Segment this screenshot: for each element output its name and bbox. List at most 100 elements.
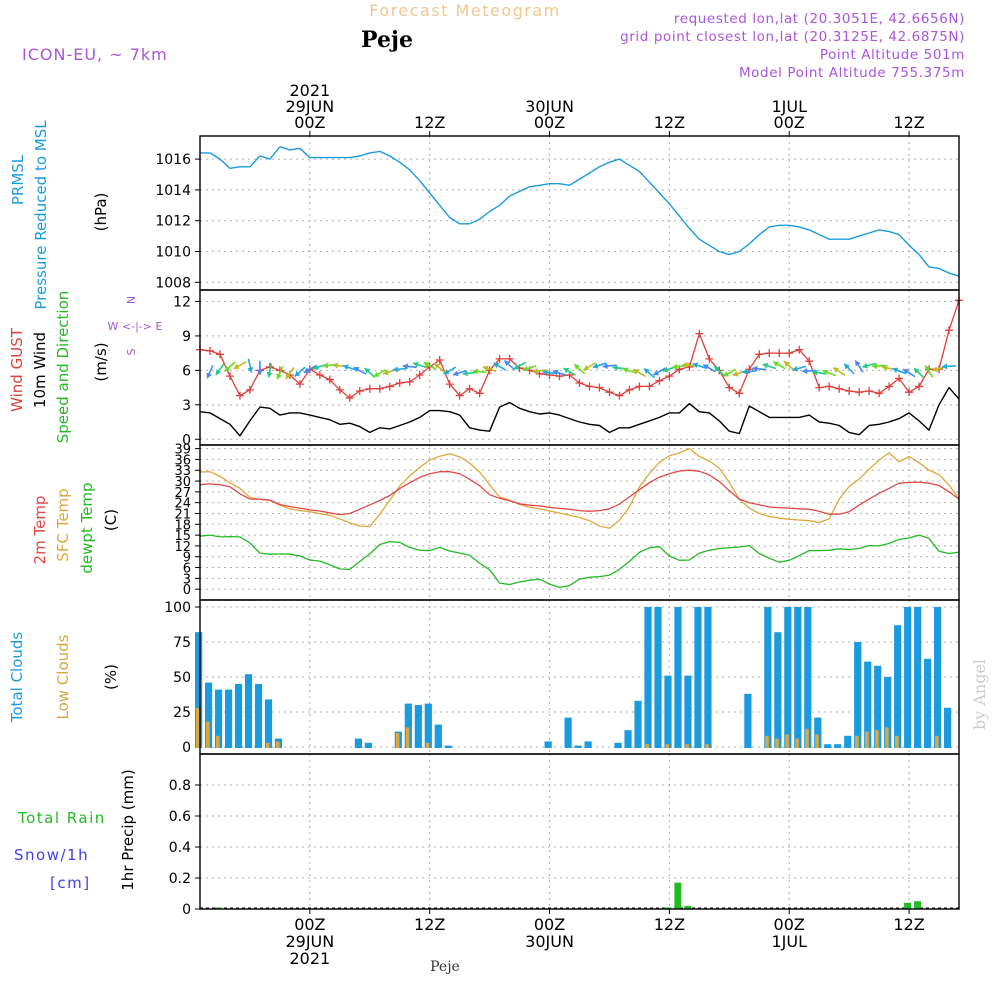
clouds-ytick-label: 0 [182,740,191,756]
time-label-top: 2021 [289,81,330,100]
total-cloud-bar [694,607,702,748]
wind-arrow-head [423,362,430,368]
wind-arrow-head [692,362,699,369]
wind-arrow-head [413,361,419,368]
wind-direction-arrow [256,360,263,375]
wind-arrow-head [343,364,349,371]
wind-arrow-head [723,371,730,377]
gust-marker [505,354,514,363]
wind-arrow-head [552,369,559,376]
clouds-ytick-label: 25 [173,705,191,721]
total-cloud-bar [195,632,203,748]
wind-arrow-head [732,370,739,377]
wind-arrow-head [882,364,888,371]
time-label-top: 00Z [294,113,325,132]
wind-arrow-head [493,362,500,369]
wind-unit: (m/s) [92,342,110,381]
pressure-unit: (hPa) [92,193,110,232]
gust-marker [435,356,444,365]
gust-marker [755,350,764,359]
gust-marker [495,354,504,363]
wind-direction-arrow [643,367,656,379]
total-cloud-bar [424,703,432,748]
snow-unit-label: [cm] [50,874,91,892]
time-label-top: 29JUN [285,97,334,116]
time-label-top: 30JUN [525,97,574,116]
wind-direction-arrow [892,367,906,375]
time-label-bottom: 2021 [289,949,330,968]
precip-ytick-label: 0.2 [169,871,191,887]
temperature-ytick-label: 33 [174,464,191,479]
total-cloud-bar [234,684,243,748]
total-cloud-bar [894,625,902,748]
rain-bar [684,905,692,909]
gust-marker [385,382,394,391]
wind-arrow-head [256,369,263,375]
time-label-bottom: 12Z [893,915,924,934]
temperature-ytick-label: 9 [183,551,191,566]
wind-direction-arrow [822,369,836,377]
temperature-ytick-label: 30 [174,475,191,490]
gust-marker [865,387,874,396]
gust-marker [835,384,844,393]
wind-direction-arrow [843,363,855,375]
wind-direction-arrow [702,363,716,373]
gust-marker [885,382,894,391]
gust-marker [465,384,474,393]
rain-bar [664,907,672,909]
gust-marker [445,380,454,389]
t2m-label: 2m Temp [31,496,49,565]
total-cloud-bar [254,684,263,748]
wind-arrow-head [714,366,720,372]
supertitle: Forecast Meteogram [369,1,560,20]
wind-direction-arrow [443,366,457,375]
wind-arrow-head [322,362,329,369]
gust-marker [795,345,804,354]
gust-marker [705,354,714,363]
wind-ytick-label: 0 [182,432,191,448]
wind-arrow-head [472,368,478,375]
total-cloud-bar [224,689,233,748]
wind-direction-arrow [941,363,957,370]
wind-arrow-head [792,365,799,372]
wind-direction-arrow [872,363,887,370]
wind-arrow-head [703,364,710,370]
gust-marker [815,383,824,392]
wind-ytick-label: 3 [182,398,191,414]
total-cloud-label: Total Clouds [8,632,26,724]
pressure-sublabel: Pressure Reduced to MSL [32,120,50,310]
precip-unit: 1hr Precip (mm) [119,769,137,890]
wind-direction-arrow [902,368,916,378]
total-cloud-bar [884,677,892,748]
wind-direction-arrow [215,363,225,376]
wind-arrow-head [855,360,861,367]
wind-label: 10m Wind [31,332,49,408]
precip-ytick-label: 0 [182,902,191,918]
wind-direction-arrow [583,362,596,371]
wind-direction-arrow [622,367,637,374]
gust-marker [825,382,834,391]
time-label-bottom: 00Z [774,915,805,934]
wind-arrow-head [247,367,254,373]
wind-arrow-head [303,367,310,373]
time-label-bottom: 12Z [414,915,445,934]
temperature-ytick-label: 27 [174,486,191,501]
gust-marker [455,391,464,400]
wind-direction-arrow [783,360,795,372]
low-cloud-bar [805,728,809,748]
watermark: by Angel [970,659,989,730]
total-cloud-bar [574,745,582,748]
wind-arrow-head [285,373,292,379]
wind-arrow-head [313,364,319,371]
rain-bar [914,901,922,909]
gust-marker [325,375,334,384]
wind-arrow-head [522,365,529,372]
wind-direction-arrow [233,361,247,370]
total-cloud-bar [414,705,422,748]
low-cloud-bar [275,741,280,748]
pressure-ytick-label: 1014 [155,183,191,199]
wind-arrow-head [622,367,629,374]
wind-arrow-head [583,364,590,371]
temperature-ytick-label: 18 [174,518,191,533]
pressure-label: PRMSL [9,154,27,205]
